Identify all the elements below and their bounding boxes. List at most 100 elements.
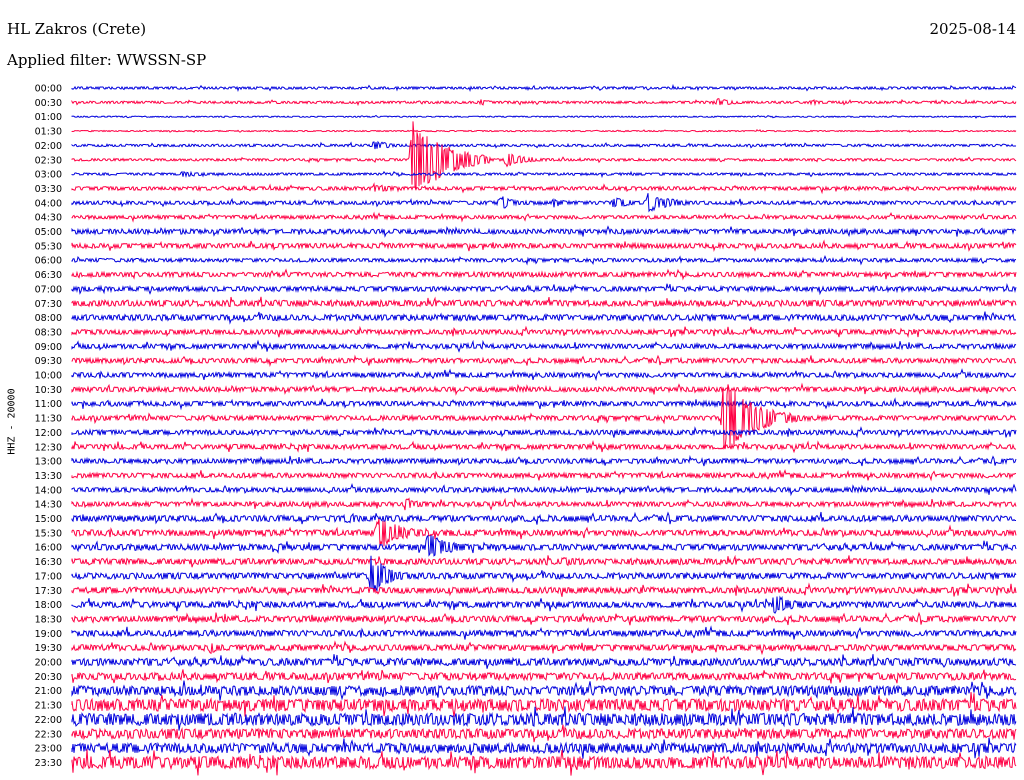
filter-label: Applied filter: WWSSN-SP [7, 51, 207, 69]
row-time-label: 05:00 [35, 227, 62, 238]
row-time-label: 04:30 [35, 213, 62, 224]
row-time-label: 09:30 [35, 356, 62, 367]
trace-line [71, 339, 1017, 353]
trace-line [71, 182, 1017, 195]
row-time-label: 15:30 [35, 528, 62, 539]
row-time-label: 04:00 [35, 198, 62, 209]
trace-line [71, 193, 1017, 213]
trace-line [71, 114, 1017, 119]
trace-line [71, 554, 1017, 568]
station-title: HL Zakros (Crete) [7, 20, 147, 38]
trace-line [71, 239, 1017, 253]
row-time-label: 23:30 [35, 758, 62, 769]
row-time-label: 17:30 [35, 586, 62, 597]
trace-line [71, 511, 1016, 525]
trace-line [71, 454, 1017, 467]
trace-line [71, 654, 1017, 669]
trace-line [71, 469, 1017, 482]
trace-line [71, 440, 1017, 454]
trace-line [71, 140, 1017, 150]
row-time-label: 06:30 [35, 270, 62, 281]
trace-line [71, 426, 1017, 439]
trace-line [71, 98, 1017, 107]
row-time-label: 10:30 [35, 385, 62, 396]
trace-line [71, 121, 1017, 191]
trace-line [71, 692, 1017, 717]
row-time-label: 19:30 [35, 643, 62, 654]
row-time-label: 08:30 [35, 327, 62, 338]
row-time-label: 07:00 [35, 284, 62, 295]
trace-line [71, 268, 1017, 281]
row-time-label: 05:30 [35, 241, 62, 252]
trace-line [71, 724, 1017, 743]
row-time-label: 03:30 [35, 184, 62, 195]
trace-line [71, 129, 1017, 133]
row-time-label: 21:00 [35, 686, 62, 697]
row-time-label: 11:30 [35, 414, 62, 425]
trace-line [71, 325, 1017, 338]
row-time-label: 14:30 [35, 500, 62, 511]
row-time-label: 00:00 [35, 84, 62, 95]
trace-line [71, 382, 1017, 396]
row-time-label: 16:30 [35, 557, 62, 568]
row-time-label: 20:00 [35, 658, 62, 669]
row-time-label: 12:00 [35, 428, 62, 439]
trace-line [71, 225, 1017, 238]
row-time-label: 23:00 [35, 744, 62, 755]
trace-line [71, 170, 1017, 179]
trace-line [71, 83, 1017, 93]
row-time-label: 09:00 [35, 342, 62, 353]
row-time-label: 18:00 [35, 600, 62, 611]
trace-line [71, 311, 1017, 325]
trace-line [71, 283, 1017, 296]
trace-line [71, 397, 1017, 411]
trace-line [71, 255, 1017, 266]
trace-line [71, 669, 1017, 684]
trace-line [71, 595, 1017, 614]
row-time-label: 19:00 [35, 629, 62, 640]
trace-line [71, 384, 1017, 449]
trace-line [71, 640, 1017, 656]
trace-line [71, 354, 1017, 368]
trace-line [71, 625, 1017, 640]
row-time-label: 01:30 [35, 127, 62, 138]
trace-line [71, 482, 1017, 497]
row-time-label: 00:30 [35, 98, 62, 109]
row-time-label: 13:30 [35, 471, 62, 482]
trace-line [71, 368, 1017, 382]
row-time-label: 16:00 [35, 543, 62, 554]
row-time-label: 01:00 [35, 112, 62, 123]
trace-line [71, 582, 1017, 597]
row-time-label: 06:00 [35, 256, 62, 267]
row-time-label: 22:00 [35, 715, 62, 726]
trace-line [71, 497, 1017, 511]
row-time-label: 11:00 [35, 399, 62, 410]
row-time-label: 14:00 [35, 485, 62, 496]
row-time-label: 20:30 [35, 672, 62, 683]
date-label: 2025-08-14 [929, 20, 1016, 38]
trace-line [71, 296, 1017, 308]
trace-line [71, 534, 1017, 557]
row-time-label: 13:00 [35, 457, 62, 468]
row-time-label: 15:00 [35, 514, 62, 525]
trace-line [71, 211, 1017, 223]
row-time-label: 17:00 [35, 571, 62, 582]
row-time-label: 02:00 [35, 141, 62, 152]
trace-line [71, 555, 1017, 593]
trace-line [71, 680, 1017, 701]
trace-line [71, 518, 1017, 547]
row-time-label: 21:30 [35, 701, 62, 712]
trace-line [71, 749, 1017, 776]
row-time-label: 12:30 [35, 442, 62, 453]
trace-line [71, 706, 1017, 731]
row-time-label: 08:00 [35, 313, 62, 324]
row-time-label: 18:30 [35, 614, 62, 625]
row-time-label: 10:00 [35, 371, 62, 382]
row-time-label: 22:30 [35, 729, 62, 740]
row-time-label: 03:00 [35, 170, 62, 181]
row-time-label: 07:30 [35, 299, 62, 310]
trace-line [71, 611, 1017, 626]
trace-line [71, 737, 1017, 759]
row-time-label: 02:30 [35, 155, 62, 166]
